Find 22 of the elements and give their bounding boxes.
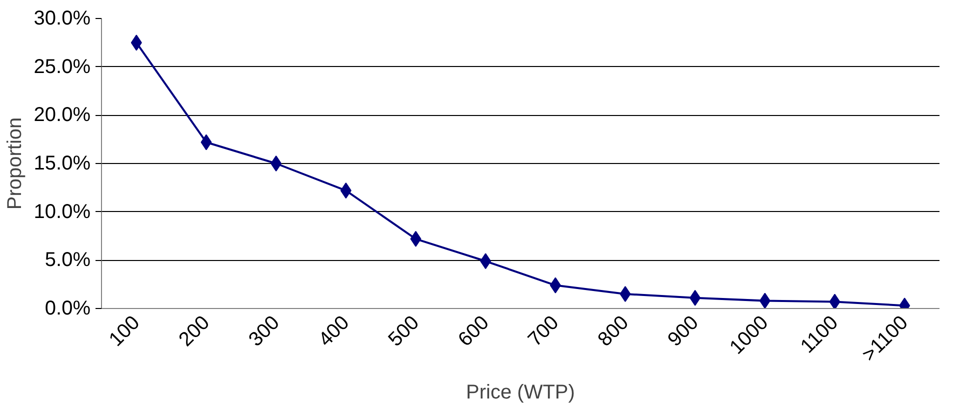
x-tick-label: 300 <box>244 312 284 351</box>
y-tick-label: 30.0% <box>34 8 91 30</box>
x-tick-label: 500 <box>384 312 424 351</box>
point <box>620 286 631 302</box>
y-tick-label: 10.0% <box>34 200 91 223</box>
y-tick-label: 25.0% <box>34 56 91 78</box>
x-tick-label: 800 <box>594 312 634 351</box>
x-tick-label: 700 <box>524 312 564 351</box>
y-tick-label: 15.0% <box>34 152 91 174</box>
y-axis-title: Proportion <box>4 117 26 210</box>
point <box>759 292 770 308</box>
x-tick-label: 900 <box>664 312 703 351</box>
x-tick-label: 400 <box>314 312 354 351</box>
y-tick-label: 20.0% <box>34 104 91 126</box>
y-tick-label: 5.0% <box>44 249 91 272</box>
x-axis-title: Price (WTP) <box>466 382 575 404</box>
x-tick-label: 600 <box>454 312 494 351</box>
y-tick-label: 0.0% <box>44 298 91 320</box>
point <box>829 294 840 308</box>
point <box>270 156 282 172</box>
x-tick-label: 200 <box>174 312 214 351</box>
x-tick-label: 100 <box>105 312 144 351</box>
